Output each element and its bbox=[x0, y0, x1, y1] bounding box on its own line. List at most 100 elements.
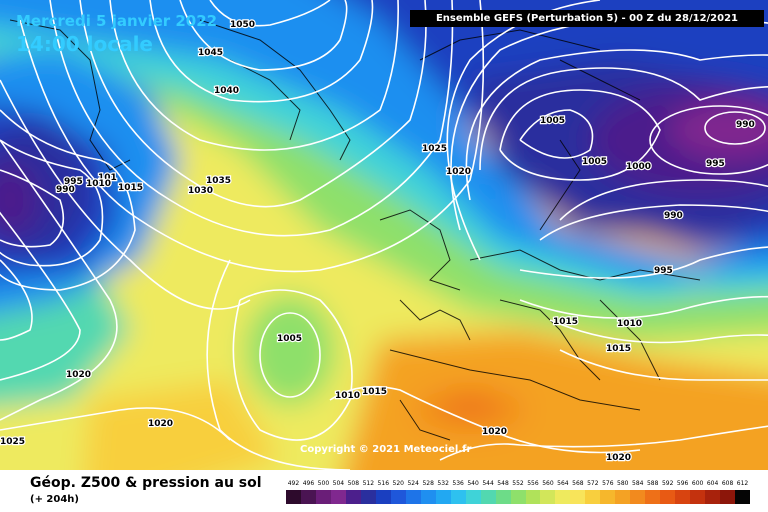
scale-label: 512 bbox=[362, 480, 375, 487]
isobar-label: 990 bbox=[736, 120, 755, 130]
scale-label: 528 bbox=[422, 480, 434, 487]
scale-swatch bbox=[660, 490, 676, 504]
scale-label: 492 bbox=[287, 480, 300, 487]
scale-swatch bbox=[495, 490, 511, 504]
isobar-label: 995 bbox=[654, 266, 673, 276]
scale-swatch bbox=[300, 490, 316, 504]
scale-label: 548 bbox=[497, 480, 509, 487]
scale-label: 584 bbox=[632, 480, 644, 487]
scale-swatch bbox=[420, 490, 436, 504]
isobar-label: 101 bbox=[98, 173, 117, 183]
isobar-label: 1040 bbox=[214, 86, 239, 96]
scale-label: 596 bbox=[676, 480, 689, 487]
isobar-label: 1020 bbox=[446, 167, 471, 177]
isobar-label: 1005 bbox=[277, 334, 302, 344]
scale-label: 604 bbox=[706, 480, 719, 487]
scale-label: 552 bbox=[512, 480, 524, 487]
isobar-label: 1010 bbox=[86, 179, 111, 189]
isobar-label: 1025 bbox=[0, 437, 25, 447]
isobar-label: 995 bbox=[706, 159, 725, 169]
scale-label: 520 bbox=[392, 480, 404, 487]
isobar-label: 1010 bbox=[617, 319, 642, 329]
isobar-label: 1035 bbox=[206, 176, 231, 186]
z500-color-field bbox=[0, 0, 768, 470]
scale-swatch bbox=[450, 490, 466, 504]
scale-swatch bbox=[525, 490, 541, 504]
scale-label: 500 bbox=[317, 480, 330, 487]
isobar-label: 1030 bbox=[188, 186, 213, 196]
scale-label: 556 bbox=[527, 480, 539, 487]
forecast-date: Mercredi 5 janvier 2022 bbox=[16, 12, 218, 30]
scale-label: 496 bbox=[302, 480, 315, 487]
scale-label: 568 bbox=[572, 480, 584, 487]
model-run-info: Ensemble GEFS (Perturbation 5) - 00 Z du… bbox=[410, 10, 764, 27]
isobar-label: 1020 bbox=[606, 453, 631, 463]
scale-label: 580 bbox=[617, 480, 629, 487]
scale-label: 532 bbox=[437, 480, 449, 487]
isobar-label: 995 bbox=[64, 177, 83, 187]
scale-swatch bbox=[480, 490, 496, 504]
forecast-time: 14:00 locale bbox=[16, 32, 153, 56]
scale-swatch bbox=[705, 490, 721, 504]
isobar-lines bbox=[0, 0, 768, 470]
scale-label: 600 bbox=[691, 480, 704, 487]
scale-swatch bbox=[465, 490, 481, 504]
scale-swatch bbox=[390, 490, 406, 504]
geopotential-map: 1050 1045 1040 1035 1030 1015 101 1010 9… bbox=[0, 0, 768, 470]
isobar-label: 1020 bbox=[482, 427, 507, 437]
scale-swatch bbox=[510, 490, 526, 504]
scale-swatch bbox=[600, 490, 616, 504]
scale-swatch bbox=[720, 490, 736, 504]
isobar-label: 990 bbox=[664, 211, 683, 221]
color-scale-bar bbox=[286, 490, 751, 504]
scale-swatch bbox=[645, 490, 661, 504]
isobar-label: 1025 bbox=[422, 144, 447, 154]
map-title: Géop. Z500 & pression au sol bbox=[30, 475, 262, 491]
isobar-label: 1015 bbox=[553, 317, 578, 327]
scale-swatch bbox=[375, 490, 391, 504]
isobar-label: 1045 bbox=[198, 48, 223, 58]
scale-label: 540 bbox=[467, 480, 479, 487]
scale-swatch bbox=[570, 490, 586, 504]
scale-label: 516 bbox=[377, 480, 390, 487]
scale-swatch bbox=[286, 490, 301, 504]
scale-swatch bbox=[585, 490, 601, 504]
forecast-lead: (+ 204h) bbox=[30, 494, 79, 505]
isobar-label: 1000 bbox=[626, 162, 651, 172]
scale-swatch bbox=[435, 490, 451, 504]
isobar-label: 990 bbox=[56, 185, 75, 195]
scale-swatch bbox=[630, 490, 646, 504]
isobar-label: 1005 bbox=[582, 157, 607, 167]
isobar-label: 1015 bbox=[606, 344, 631, 354]
scale-swatch bbox=[345, 490, 361, 504]
scale-label: 592 bbox=[661, 480, 674, 487]
scale-label: 560 bbox=[542, 480, 554, 487]
scale-label: 612 bbox=[736, 480, 749, 487]
scale-label: 536 bbox=[452, 480, 464, 487]
scale-label: 576 bbox=[602, 480, 614, 487]
scale-label: 544 bbox=[482, 480, 494, 487]
scale-swatch bbox=[360, 490, 376, 504]
scale-swatch bbox=[330, 490, 346, 504]
isobar-label: 1020 bbox=[66, 370, 91, 380]
scale-label: 588 bbox=[646, 480, 659, 487]
scale-swatch bbox=[690, 490, 706, 504]
isobar-label: 1015 bbox=[362, 387, 387, 397]
isobar-label: 1015 bbox=[118, 183, 143, 193]
scale-label: 608 bbox=[721, 480, 734, 487]
isobar-labels: 1050 1045 1040 1035 1030 1015 101 1010 9… bbox=[0, 19, 756, 464]
scale-swatch bbox=[540, 490, 556, 504]
scale-label: 524 bbox=[407, 480, 419, 487]
scale-swatch bbox=[675, 490, 691, 504]
scale-swatch bbox=[315, 490, 331, 504]
scale-swatch bbox=[615, 490, 631, 504]
scale-label: 508 bbox=[347, 480, 360, 487]
copyright: Copyright © 2021 Meteociel.fr bbox=[300, 444, 472, 455]
isobar-label: 1020 bbox=[148, 419, 173, 429]
isobar-label: 1050 bbox=[230, 20, 255, 30]
scale-label: 572 bbox=[587, 480, 599, 487]
isobar-label: 1010 bbox=[335, 391, 360, 401]
scale-label: 504 bbox=[332, 480, 345, 487]
scale-swatch bbox=[405, 490, 421, 504]
